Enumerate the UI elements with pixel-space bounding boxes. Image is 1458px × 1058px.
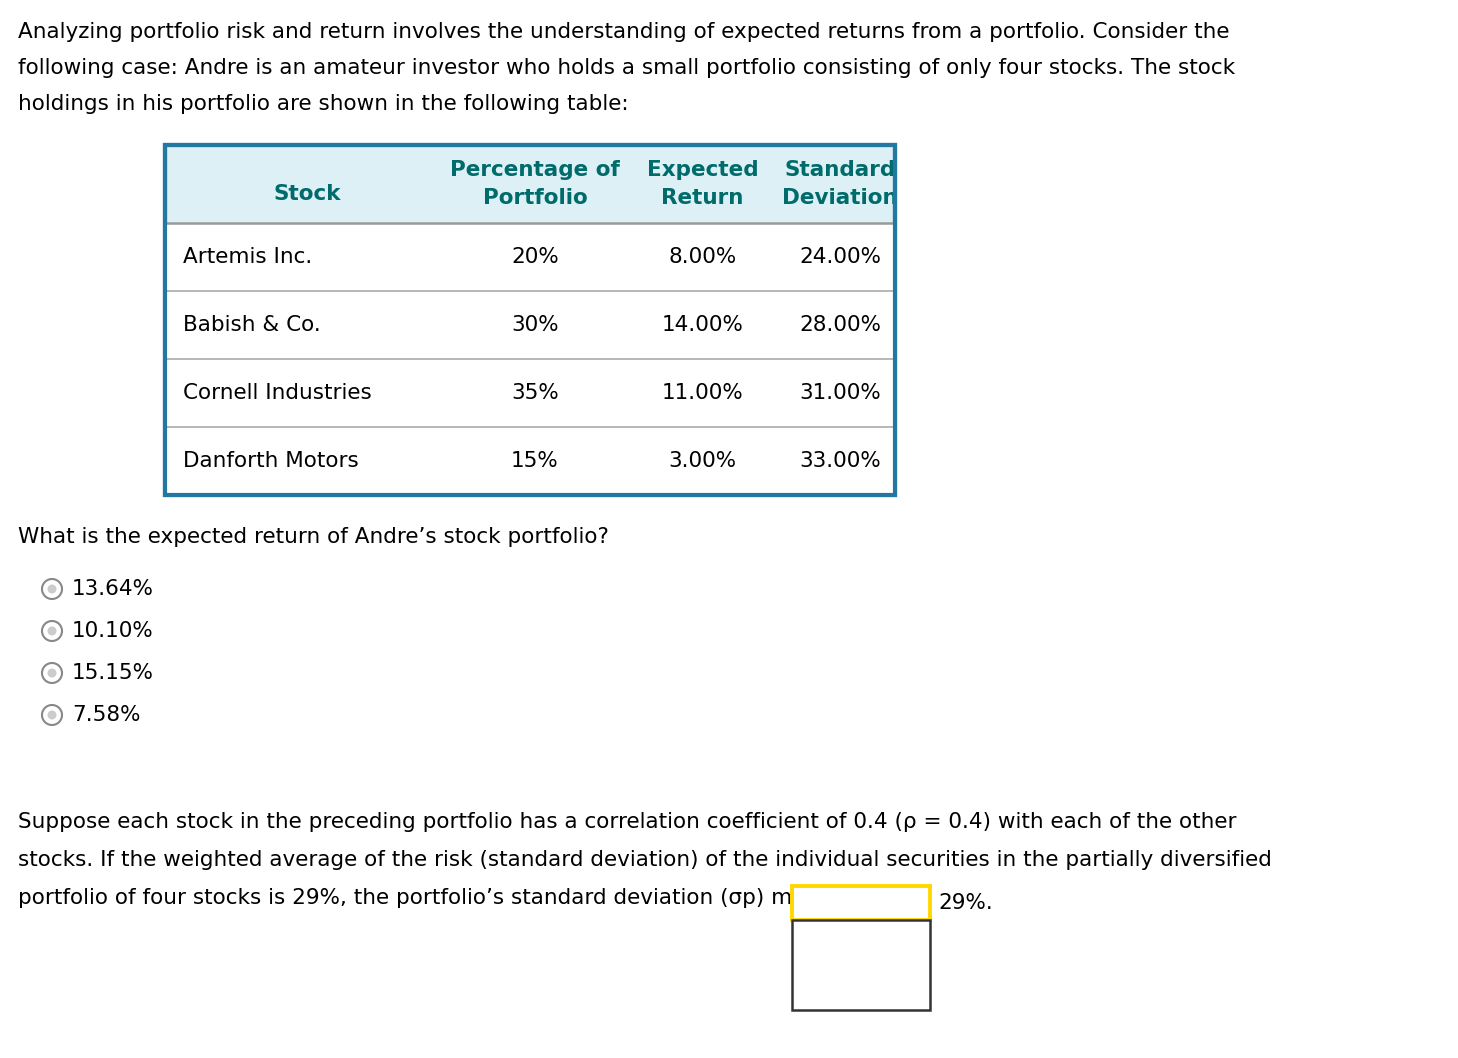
Text: more than: more than <box>809 955 914 974</box>
Text: What is the expected return of Andre’s stock portfolio?: What is the expected return of Andre’s s… <box>17 527 609 547</box>
Text: Portfolio: Portfolio <box>483 188 588 208</box>
Text: Standard: Standard <box>784 160 895 180</box>
Text: 35%: 35% <box>512 383 558 403</box>
FancyBboxPatch shape <box>168 359 892 427</box>
Circle shape <box>42 579 63 599</box>
Text: Artemis Inc.: Artemis Inc. <box>184 247 312 267</box>
Text: 8.00%: 8.00% <box>668 247 736 267</box>
Text: Danforth Motors: Danforth Motors <box>184 451 359 471</box>
FancyBboxPatch shape <box>168 291 892 359</box>
Circle shape <box>48 584 57 594</box>
Text: portfolio of four stocks is 29%, the portfolio’s standard deviation (σp) most li: portfolio of four stocks is 29%, the por… <box>17 888 911 908</box>
Text: Babish & Co.: Babish & Co. <box>184 315 321 335</box>
Circle shape <box>42 621 63 641</box>
Text: less than: less than <box>815 926 907 945</box>
Text: 11.00%: 11.00% <box>662 383 744 403</box>
Text: 33.00%: 33.00% <box>799 451 881 471</box>
Text: 20%: 20% <box>512 247 558 267</box>
Text: Percentage of: Percentage of <box>451 160 620 180</box>
Circle shape <box>48 626 57 636</box>
Text: stocks. If the weighted average of the risk (standard deviation) of the individu: stocks. If the weighted average of the r… <box>17 850 1271 870</box>
Text: 30%: 30% <box>512 315 558 335</box>
Circle shape <box>48 711 57 719</box>
Text: holdings in his portfolio are shown in the following table:: holdings in his portfolio are shown in t… <box>17 94 628 114</box>
Text: Expected: Expected <box>647 160 758 180</box>
Circle shape <box>42 705 63 725</box>
Text: 13.64%: 13.64% <box>71 579 155 599</box>
FancyBboxPatch shape <box>168 427 892 495</box>
FancyBboxPatch shape <box>168 223 892 291</box>
Text: Analyzing portfolio risk and return involves the understanding of expected retur: Analyzing portfolio risk and return invo… <box>17 22 1229 42</box>
Text: Cornell Industries: Cornell Industries <box>184 383 372 403</box>
Text: Suppose each stock in the preceding portfolio has a correlation coefficient of 0: Suppose each stock in the preceding port… <box>17 811 1236 832</box>
Text: 28.00%: 28.00% <box>799 315 881 335</box>
FancyBboxPatch shape <box>792 920 930 1010</box>
Text: Return: Return <box>662 188 744 208</box>
Text: equal to: equal to <box>819 985 903 1004</box>
Text: 14.00%: 14.00% <box>662 315 744 335</box>
Text: 10.10%: 10.10% <box>71 621 153 641</box>
Text: 15%: 15% <box>512 451 558 471</box>
Circle shape <box>42 663 63 683</box>
Text: 7.58%: 7.58% <box>71 705 140 725</box>
Text: 29%.: 29%. <box>937 893 993 913</box>
Text: 31.00%: 31.00% <box>799 383 881 403</box>
Text: Deviation: Deviation <box>781 188 898 208</box>
Circle shape <box>48 669 57 677</box>
Text: 15.15%: 15.15% <box>71 663 155 683</box>
FancyBboxPatch shape <box>165 145 895 495</box>
FancyBboxPatch shape <box>792 886 930 920</box>
Text: 24.00%: 24.00% <box>799 247 881 267</box>
Text: 3.00%: 3.00% <box>668 451 736 471</box>
Text: following case: Andre is an amateur investor who holds a small portfolio consist: following case: Andre is an amateur inve… <box>17 58 1235 78</box>
Text: Stock: Stock <box>274 184 341 204</box>
